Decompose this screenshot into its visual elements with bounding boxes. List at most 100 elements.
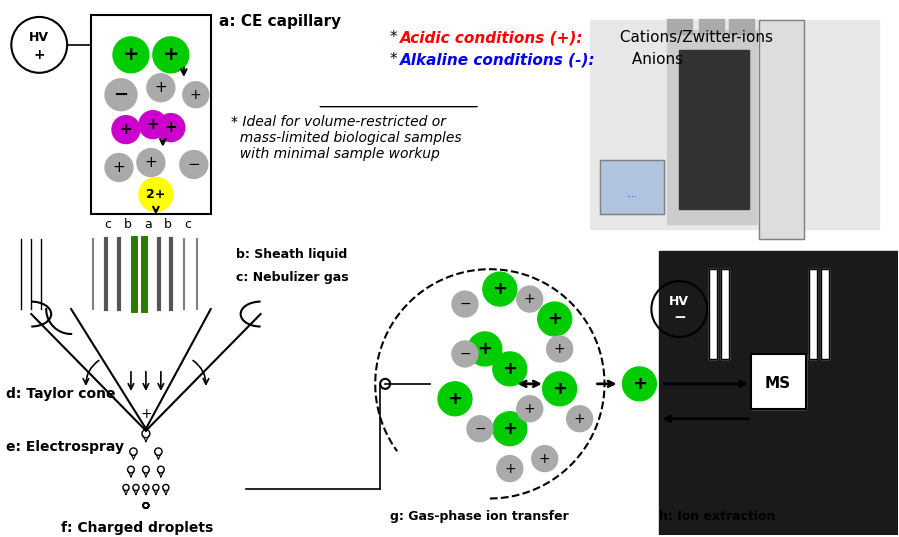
Text: +: + <box>145 155 157 170</box>
Text: f: Charged droplets: f: Charged droplets <box>61 521 213 535</box>
Text: c: Nebulizer gas: c: Nebulizer gas <box>236 271 348 284</box>
Circle shape <box>566 406 592 432</box>
Bar <box>809 269 817 359</box>
Circle shape <box>517 286 543 312</box>
Text: +: + <box>504 462 516 476</box>
Text: +: + <box>524 292 536 306</box>
Circle shape <box>105 79 137 111</box>
Bar <box>821 269 829 359</box>
Circle shape <box>112 115 140 143</box>
Text: +: + <box>554 342 565 356</box>
Text: +: + <box>448 390 462 408</box>
Circle shape <box>139 111 167 139</box>
Bar <box>659 251 898 535</box>
Text: +: + <box>547 310 562 328</box>
Bar <box>751 354 806 409</box>
Circle shape <box>547 336 573 362</box>
Text: *: * <box>390 31 403 46</box>
Text: −: − <box>187 157 200 172</box>
Text: +: + <box>493 280 507 298</box>
Circle shape <box>139 177 173 212</box>
Text: +: + <box>140 407 152 421</box>
Text: b: Sheath liquid: b: Sheath liquid <box>236 248 347 261</box>
Circle shape <box>147 74 174 101</box>
Text: +: + <box>524 402 536 416</box>
Text: b: b <box>164 218 172 231</box>
Text: +: + <box>112 160 125 175</box>
Text: −: − <box>113 86 129 104</box>
Text: MS: MS <box>765 376 791 391</box>
Text: −: − <box>474 422 485 436</box>
Text: ....: .... <box>627 190 636 199</box>
Bar <box>600 159 664 214</box>
Bar <box>600 159 664 214</box>
Circle shape <box>622 367 656 401</box>
Text: +: + <box>165 120 177 135</box>
Text: c: c <box>184 218 191 231</box>
Circle shape <box>493 412 527 446</box>
Text: +: + <box>574 412 585 426</box>
Circle shape <box>483 272 517 306</box>
Text: 2+: 2+ <box>147 188 165 201</box>
Text: Acidic conditions (+):: Acidic conditions (+): <box>400 31 583 46</box>
Circle shape <box>467 416 493 441</box>
Circle shape <box>182 82 209 108</box>
Bar <box>91 15 210 214</box>
Circle shape <box>113 37 149 73</box>
Bar <box>709 269 717 359</box>
Text: a: CE capillary: a: CE capillary <box>218 14 341 30</box>
Text: b: b <box>124 218 132 231</box>
Circle shape <box>493 352 527 386</box>
Text: +: + <box>122 45 139 64</box>
Circle shape <box>438 382 472 416</box>
Bar <box>751 354 806 409</box>
Text: Cations/Zwitter-ions: Cations/Zwitter-ions <box>615 31 772 46</box>
Bar <box>680 50 749 209</box>
Bar <box>809 269 817 359</box>
Text: g: Gas-phase ion transfer: g: Gas-phase ion transfer <box>390 510 569 523</box>
Bar <box>699 19 725 34</box>
Text: h: Ion extraction: h: Ion extraction <box>659 510 776 523</box>
Text: * Ideal for volume-restricted or
  mass-limited biological samples
  with minima: * Ideal for volume-restricted or mass-li… <box>231 115 461 161</box>
Text: −: − <box>459 347 471 361</box>
Circle shape <box>153 37 189 73</box>
Text: e: Electrospray: e: Electrospray <box>6 440 124 454</box>
Text: +: + <box>503 360 517 378</box>
Text: +: + <box>539 452 550 466</box>
Text: d: Taylor cone: d: Taylor cone <box>6 387 116 401</box>
Bar <box>759 20 804 240</box>
Bar <box>721 269 729 359</box>
Text: c: c <box>104 218 111 231</box>
Circle shape <box>157 114 185 142</box>
Circle shape <box>497 455 523 482</box>
Bar <box>709 269 717 359</box>
Text: +: + <box>552 380 567 398</box>
Bar <box>667 19 692 34</box>
Text: +: + <box>163 45 179 64</box>
Circle shape <box>452 341 478 367</box>
Text: +: + <box>477 340 493 358</box>
Text: HV: HV <box>670 295 690 308</box>
Text: +: + <box>190 88 201 101</box>
Bar <box>667 30 757 224</box>
Circle shape <box>105 154 133 182</box>
Text: Anions: Anions <box>628 52 683 67</box>
Bar <box>590 20 878 229</box>
Text: +: + <box>147 117 159 132</box>
Bar <box>759 20 804 240</box>
Text: +: + <box>503 420 517 438</box>
Text: Alkaline conditions (-):: Alkaline conditions (-): <box>400 52 596 67</box>
Circle shape <box>137 149 165 177</box>
Text: +: + <box>155 80 167 95</box>
Circle shape <box>452 291 478 317</box>
Text: −: − <box>673 309 686 324</box>
Bar <box>821 269 829 359</box>
Text: −: − <box>459 297 471 311</box>
Bar <box>721 269 729 359</box>
Circle shape <box>468 332 502 366</box>
Circle shape <box>517 396 543 422</box>
Text: +: + <box>632 375 647 393</box>
Circle shape <box>180 150 208 178</box>
Text: *: * <box>390 52 403 67</box>
Bar <box>729 19 754 34</box>
